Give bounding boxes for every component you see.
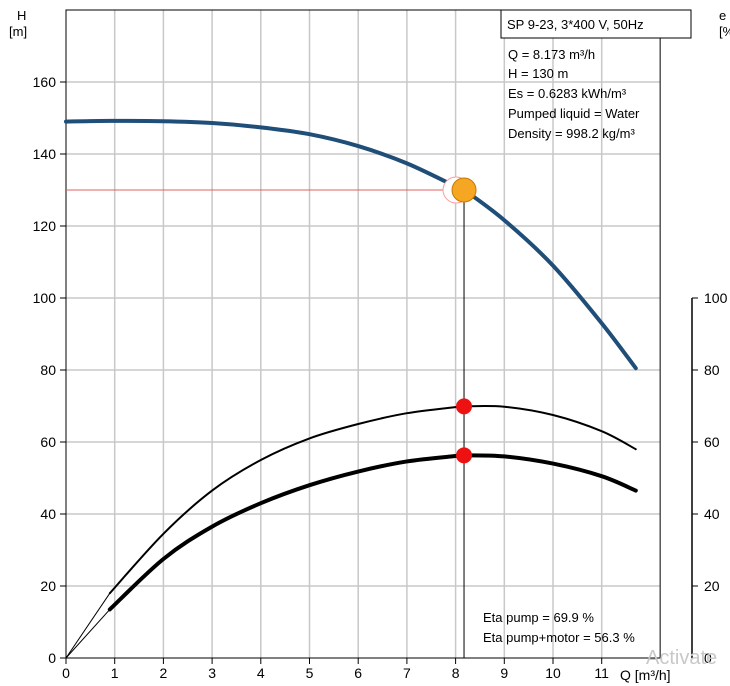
chart-title: SP 9-23, 3*400 V, 50Hz (507, 17, 644, 32)
duty-guide-lines (66, 189, 465, 658)
right-tick-label: 60 (704, 434, 720, 450)
right-tick-label: 80 (704, 362, 720, 378)
x-tick-label: 6 (354, 665, 362, 681)
eta-total-text: Eta pump+motor = 56.3 % (483, 630, 635, 645)
info-box: Q = 8.173 m³/h H = 130 m Es = 0.6283 kWh… (508, 47, 640, 141)
eta-pump-motor-curve (107, 453, 638, 612)
duty-point-marker (451, 177, 477, 203)
y-right-label: e (719, 8, 726, 23)
y-right-unit: [% (719, 24, 730, 39)
y-tick-label: 60 (40, 434, 56, 450)
info-energy: Es = 0.6283 kWh/m³ (508, 86, 627, 101)
y-tick-label: 140 (33, 146, 57, 162)
x-tick-label: 7 (403, 665, 411, 681)
info-density: Density = 998.2 kg/m³ (508, 126, 635, 141)
right-tick-label: 20 (704, 578, 720, 594)
x-tick-label: 1 (111, 665, 119, 681)
x-tick-label: 4 (257, 665, 265, 681)
x-tick-label: 10 (545, 665, 561, 681)
y-right-tick-labels: 0 20 40 60 80 100 (692, 290, 728, 666)
plot-frame (65, 9, 661, 659)
x-tick-label: 3 (208, 665, 216, 681)
info-head: H = 130 m (508, 66, 568, 81)
x-tick-label: 8 (452, 665, 460, 681)
right-tick-label: 100 (704, 290, 728, 306)
watermark-text: Activate (646, 647, 717, 669)
x-tick-label: 9 (500, 665, 508, 681)
x-tick-label: 5 (306, 665, 314, 681)
right-tick-label: 40 (704, 506, 720, 522)
x-tick-label: 0 (62, 665, 70, 681)
curves (64, 118, 638, 659)
x-tick-label: 11 (594, 665, 609, 681)
y-left-label: H (17, 8, 26, 23)
curve-extrapolation-line (65, 609, 111, 659)
duty-markers (442, 176, 477, 464)
head-curve (64, 118, 638, 371)
x-axis-label: Q [m³/h] (620, 667, 671, 683)
eta-pump-marker (456, 398, 473, 415)
info-liquid: Pumped liquid = Water (508, 106, 640, 121)
title-box: SP 9-23, 3*400 V, 50Hz (500, 9, 692, 39)
info-flow: Q = 8.173 m³/h (508, 47, 595, 62)
y-tick-label: 80 (40, 362, 56, 378)
eta-annotations: Eta pump = 69.9 % Eta pump+motor = 56.3 … (483, 610, 635, 645)
y-left-unit: [m] (9, 24, 27, 39)
curve-extrapolation-line (65, 592, 111, 659)
title-box-frame (500, 9, 692, 39)
eta-pump-text: Eta pump = 69.9 % (483, 610, 594, 625)
y-left-tick-labels: 0 20 40 60 80 100 120 140 160 (33, 74, 66, 666)
y-tick-label: 160 (33, 74, 57, 90)
y-tick-label: 0 (48, 650, 56, 666)
right-tick-label: 0 (704, 650, 712, 666)
y-tick-label: 120 (33, 218, 57, 234)
eta-pump-curve (108, 404, 637, 595)
y-tick-label: 100 (33, 290, 57, 306)
y-tick-label: 40 (40, 506, 56, 522)
grid-lines (66, 10, 661, 658)
x-tick-labels: 0 1 2 3 4 5 6 7 8 9 10 11 (62, 658, 609, 681)
eta-total-marker (456, 447, 473, 464)
y-tick-label: 20 (40, 578, 56, 594)
x-tick-label: 2 (160, 665, 168, 681)
